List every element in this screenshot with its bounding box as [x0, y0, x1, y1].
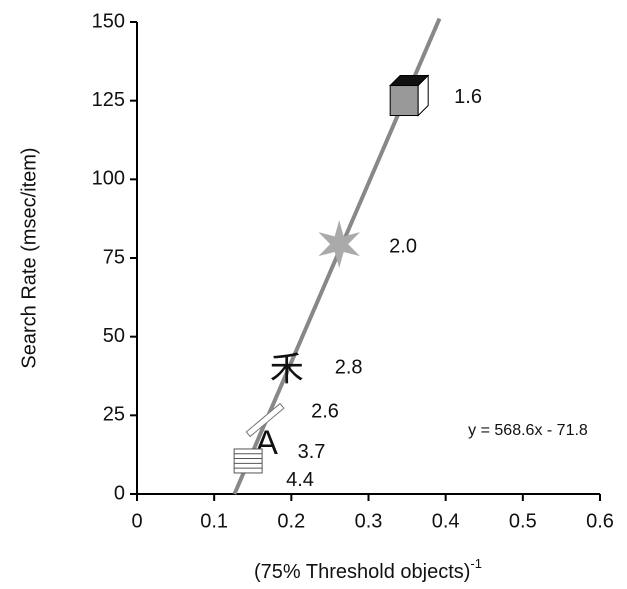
pencil [245, 402, 285, 438]
y-tick-label: 75 [103, 246, 125, 268]
data-point [318, 220, 360, 269]
x-tick-label: 0.5 [509, 510, 537, 532]
y-tick-label: 25 [103, 404, 125, 426]
point-label: 1.6 [454, 86, 482, 108]
point-label: 2.8 [335, 357, 363, 379]
point-glyph: 禾 [270, 350, 304, 388]
y-tick-label: 50 [103, 325, 125, 347]
data-point: 禾 [270, 350, 304, 388]
cube-side [417, 74, 429, 117]
x-tick-label: 0.6 [586, 510, 614, 532]
x-axis-title-superscript: -1 [470, 556, 482, 571]
cube-front [389, 85, 419, 117]
x-axis-title-main: (75% Threshold objects) [254, 561, 470, 583]
x-tick-label: 0 [131, 510, 142, 532]
y-axis-title: Search Rate (msec/item) [18, 147, 40, 368]
y-tick-label: 150 [92, 10, 125, 32]
x-tick-label: 0.2 [277, 510, 305, 532]
data-point [233, 448, 263, 474]
point-label: 2.0 [389, 235, 417, 257]
point-label: 2.6 [311, 400, 339, 422]
y-tick-label: 0 [114, 482, 125, 504]
x-tick-label: 0.1 [200, 510, 228, 532]
y-tick-label: 100 [92, 168, 125, 190]
x-axis-title: (75% Threshold objects)-1 [254, 556, 482, 583]
x-tick-label: 0.3 [355, 510, 383, 532]
point-label: 3.7 [298, 441, 326, 463]
point-label: 4.4 [286, 469, 314, 491]
box [233, 448, 263, 474]
data-point [388, 74, 430, 117]
data-point [245, 402, 285, 438]
x-tick-label: 0.4 [432, 510, 460, 532]
star [318, 220, 360, 269]
y-tick-label: 125 [92, 89, 125, 111]
fit-equation: y = 568.6x - 71.8 [468, 422, 588, 439]
